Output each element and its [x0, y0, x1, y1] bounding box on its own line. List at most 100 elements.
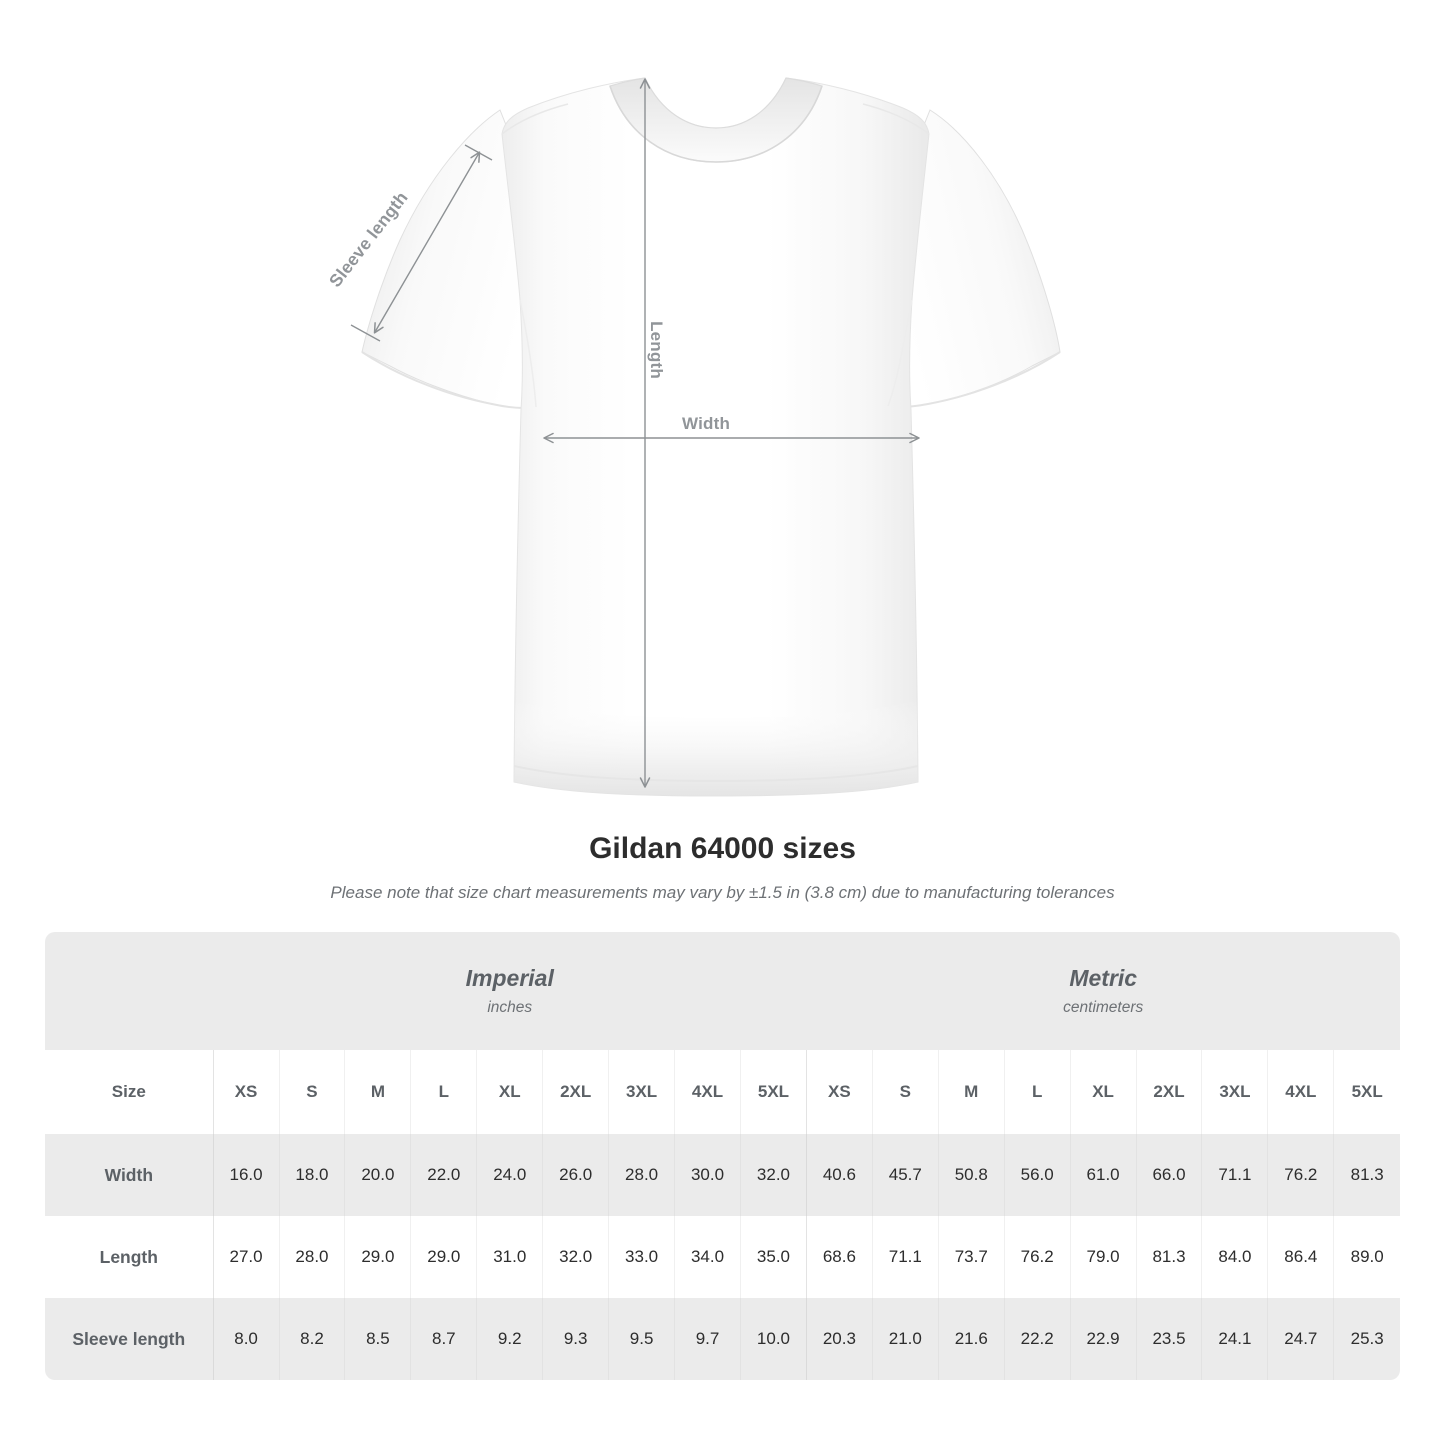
cell-width-imperial-3xl: 28.0 [608, 1134, 675, 1216]
cell-length-metric-l: 76.2 [1003, 1216, 1071, 1298]
cell-sleeve-length-metric-l: 22.2 [1003, 1298, 1071, 1380]
cell-width-imperial-xl: 24.0 [476, 1134, 543, 1216]
cell-width-imperial-2xl: 26.0 [542, 1134, 609, 1216]
cell-width-imperial-s: 18.0 [278, 1134, 345, 1216]
cell-sleeve-length-metric-xs: 20.3 [805, 1298, 873, 1380]
cell-width-metric-2xl: 66.0 [1135, 1134, 1202, 1216]
title-block: Gildan 64000 sizes Please note that size… [0, 830, 1445, 904]
unit-name: Metric [1069, 964, 1138, 991]
size-header-cell-metric-5xl: 5XL [1333, 1050, 1400, 1134]
cell-length-metric-xs: 68.6 [805, 1216, 873, 1298]
cell-length-imperial-3xl: 33.0 [608, 1216, 675, 1298]
cell-sleeve-length-metric-s: 21.0 [871, 1298, 939, 1380]
size-header-cell-imperial-m: M [344, 1050, 411, 1134]
unit-band-spacer [45, 932, 214, 1050]
cell-length-imperial-xl: 31.0 [476, 1216, 543, 1298]
right-shoulder-seam [862, 103, 930, 135]
cell-sleeve-length-imperial-4xl: 9.7 [674, 1298, 741, 1380]
size-header-cell-metric-m: M [937, 1050, 1005, 1134]
cell-length-metric-xl: 79.0 [1069, 1216, 1137, 1298]
size-header-cell-metric-2xl: 2XL [1135, 1050, 1202, 1134]
neckline-outer [609, 85, 823, 163]
sleeve-tick-top [464, 144, 493, 161]
table-row: Length 27.0 28.0 29.0 29.0 31.0 32.0 33.0 34.0 35… [45, 1216, 1400, 1298]
tshirt-diagram: Sleeve length Length Width [325, 77, 1061, 797]
cell-width-metric-l: 56.0 [1003, 1134, 1071, 1216]
size-header-cell-imperial-4xl: 4XL [674, 1050, 741, 1134]
size-header-cell-metric-s: S [871, 1050, 939, 1134]
cell-width-metric-3xl: 71.1 [1201, 1134, 1268, 1216]
cell-length-metric-s: 71.1 [871, 1216, 939, 1298]
size-header-cell-metric-xs: XS [805, 1050, 873, 1134]
cell-length-imperial-4xl: 34.0 [674, 1216, 741, 1298]
cell-sleeve-length-imperial-3xl: 9.5 [608, 1298, 675, 1380]
cell-sleeve-length-metric-4xl: 24.7 [1267, 1298, 1334, 1380]
table-row: Sleeve length 8.0 8.2 8.5 8.7 9.2 9.3 9.5 9.7 10.… [45, 1298, 1400, 1380]
unit-header-metric: Metric centimeters [806, 932, 1400, 1050]
cell-length-imperial-2xl: 32.0 [542, 1216, 609, 1298]
cell-sleeve-length-metric-m: 21.6 [937, 1298, 1005, 1380]
size-header-cell-imperial-xl: XL [476, 1050, 543, 1134]
size-header-cell-metric-xl: XL [1069, 1050, 1137, 1134]
row-label-sleeve-length: Sleeve length [45, 1298, 214, 1380]
right-armhole-seam [887, 299, 913, 407]
left-armhole-seam [519, 299, 537, 408]
hem-stitch [513, 765, 919, 783]
page-title: Gildan 64000 sizes [589, 832, 856, 865]
size-table-container: Imperial inches Metric centimeters Size XS S M L… [45, 932, 1400, 1380]
size-header-cell-imperial-2xl: 2XL [542, 1050, 609, 1134]
unit-subtitle: centimeters [1063, 998, 1144, 1016]
row-label-length: Length [45, 1216, 214, 1298]
width-label: Width [682, 414, 731, 433]
cell-sleeve-length-imperial-l: 8.7 [410, 1298, 477, 1380]
cell-width-imperial-m: 20.0 [344, 1134, 411, 1216]
tolerance-note: Please note that size chart measurements… [330, 883, 1115, 902]
cell-length-imperial-s: 28.0 [278, 1216, 345, 1298]
cell-sleeve-length-metric-2xl: 23.5 [1135, 1298, 1202, 1380]
cell-width-imperial-4xl: 30.0 [674, 1134, 741, 1216]
cell-width-imperial-xs: 16.0 [212, 1134, 280, 1216]
cell-width-metric-s: 45.7 [871, 1134, 939, 1216]
size-header-row: Size XS S M L XL 2XL 3XL 4XL 5XL XS S M L XL 2XL 3XL 4XL 5… [45, 1050, 1400, 1134]
unit-header-row: Imperial inches Metric centimeters [45, 932, 1400, 1050]
row-label-width: Width [45, 1134, 214, 1216]
size-header-cell-metric-4xl: 4XL [1267, 1050, 1334, 1134]
shirt-body [501, 77, 930, 797]
cell-width-imperial-5xl: 32.0 [739, 1134, 807, 1216]
cell-length-metric-4xl: 86.4 [1267, 1216, 1334, 1298]
cell-sleeve-length-imperial-5xl: 10.0 [739, 1298, 807, 1380]
cell-sleeve-length-imperial-2xl: 9.3 [542, 1298, 609, 1380]
cell-width-metric-4xl: 76.2 [1267, 1134, 1334, 1216]
unit-name: Imperial [465, 964, 554, 991]
cell-width-metric-5xl: 81.3 [1333, 1134, 1400, 1216]
cell-sleeve-length-imperial-s: 8.2 [278, 1298, 345, 1380]
sleeve-tick-bottom [350, 324, 381, 342]
size-header-cell-metric-3xl: 3XL [1201, 1050, 1268, 1134]
sleeve-dimension-arrow [373, 151, 481, 334]
cell-length-imperial-5xl: 35.0 [739, 1216, 807, 1298]
cell-sleeve-length-metric-5xl: 25.3 [1333, 1298, 1400, 1380]
size-header-cell-imperial-5xl: 5XL [739, 1050, 807, 1134]
cell-sleeve-length-imperial-xs: 8.0 [212, 1298, 280, 1380]
cell-length-metric-2xl: 81.3 [1135, 1216, 1202, 1298]
cell-length-imperial-m: 29.0 [344, 1216, 411, 1298]
cell-length-imperial-l: 29.0 [410, 1216, 477, 1298]
size-header-cell-imperial-l: L [410, 1050, 477, 1134]
cell-width-metric-xl: 61.0 [1069, 1134, 1137, 1216]
left-shoulder-seam [501, 103, 569, 135]
size-column-header: Size [45, 1050, 214, 1134]
cell-width-metric-m: 50.8 [937, 1134, 1005, 1216]
cell-width-imperial-l: 22.0 [410, 1134, 477, 1216]
unit-subtitle: inches [487, 998, 533, 1016]
cell-length-metric-m: 73.7 [937, 1216, 1005, 1298]
size-header-cell-imperial-xs: XS [212, 1050, 280, 1134]
cell-width-metric-xs: 40.6 [805, 1134, 873, 1216]
size-table: Imperial inches Metric centimeters Size XS S M L… [45, 932, 1400, 1380]
tshirt-illustration [350, 77, 1061, 797]
cell-sleeve-length-imperial-xl: 9.2 [476, 1298, 543, 1380]
length-label: Length [646, 321, 666, 379]
body-hem-shading [514, 700, 918, 796]
cell-sleeve-length-metric-3xl: 24.1 [1201, 1298, 1268, 1380]
cell-length-metric-3xl: 84.0 [1201, 1216, 1268, 1298]
